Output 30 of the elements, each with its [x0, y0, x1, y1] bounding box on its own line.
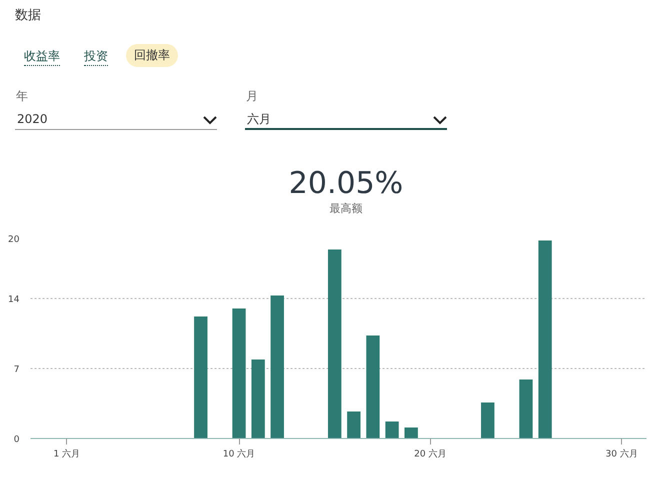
bar	[251, 360, 265, 438]
x-tick-label: 20 六月	[414, 448, 446, 460]
text: 年	[16, 88, 28, 105]
x-tick-label: 30 六月	[605, 448, 638, 460]
bar	[232, 308, 246, 438]
chart-title: 20.05%	[288, 166, 404, 201]
text: 收益率	[24, 48, 60, 66]
bar	[347, 412, 360, 438]
bar	[194, 316, 208, 438]
x-tick-label: 10 六月	[222, 448, 256, 460]
y-tick-label: 0	[14, 435, 20, 445]
bar	[270, 296, 284, 438]
text: 回撤率	[126, 44, 178, 68]
x-tick-label: 1 六月	[54, 448, 80, 460]
bar	[481, 402, 494, 438]
bar	[538, 240, 552, 438]
text: 2020	[17, 111, 48, 128]
bar	[519, 380, 533, 438]
text: 六月	[247, 111, 271, 128]
bar	[366, 336, 380, 438]
y-tick-label: 20	[8, 235, 20, 245]
bar	[328, 250, 342, 438]
bar	[385, 422, 399, 438]
chart-subtitle: 最高额	[328, 201, 364, 217]
text: 投资	[84, 48, 108, 66]
text: 数据	[15, 7, 41, 25]
text: 月	[246, 88, 258, 105]
y-tick-label: 14	[8, 295, 20, 305]
y-tick-label: 7	[14, 365, 20, 375]
bar	[404, 428, 418, 438]
